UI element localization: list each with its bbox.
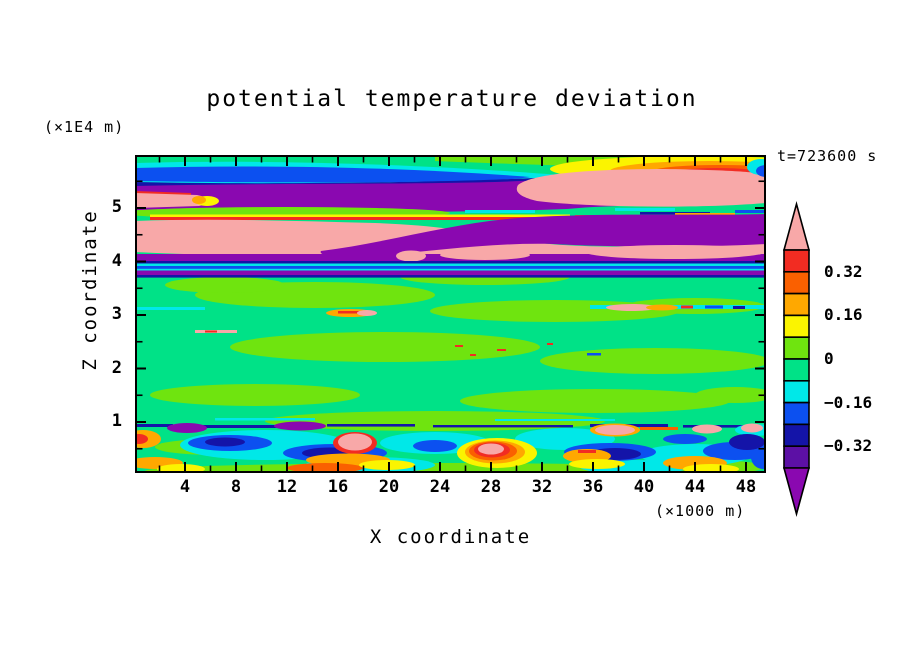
- x-tick-label: 44: [675, 477, 715, 497]
- x-tick-label: 20: [369, 477, 409, 497]
- upper-bands: [135, 155, 766, 278]
- colorbar: [778, 198, 824, 528]
- x-tick-label: 36: [573, 477, 613, 497]
- x-tick-label: 28: [471, 477, 511, 497]
- x-tick-label: 16: [318, 477, 358, 497]
- chart-title: potential temperature deviation: [0, 86, 904, 112]
- x-tick-label: 32: [522, 477, 562, 497]
- x-axis-title: X coordinate: [135, 526, 766, 548]
- colorbar-box: [784, 294, 809, 316]
- contour-plot: [135, 155, 766, 473]
- y-tick-label: 2: [94, 358, 122, 378]
- colorbar-box: [784, 446, 809, 468]
- y-tick-label: 4: [94, 251, 122, 271]
- colorbar-tick-label: 0.16: [824, 305, 894, 324]
- colorbar-box: [784, 315, 809, 337]
- colorbar-box: [784, 359, 809, 381]
- colorbar-tick-label: 0.32: [824, 262, 894, 281]
- x-axis-unit-label: (×1000 m): [655, 502, 745, 520]
- colorbar-tick-label: 0: [824, 349, 894, 368]
- y-tick-label: 1: [94, 411, 122, 431]
- x-tick-label: 8: [216, 477, 256, 497]
- colorbar-box: [784, 381, 809, 403]
- y-axis-title: Z coordinate: [79, 209, 101, 370]
- x-tick-label: 24: [420, 477, 460, 497]
- x-tick-label: 40: [624, 477, 664, 497]
- colorbar-box: [784, 337, 809, 359]
- x-tick-label: 4: [165, 477, 205, 497]
- figure-canvas: potential temperature deviation (×1E4 m)…: [0, 0, 904, 654]
- colorbar-tick-label: −0.32: [824, 436, 894, 455]
- x-tick-label: 12: [267, 477, 307, 497]
- y-tick-label: 3: [94, 304, 122, 324]
- y-axis-unit-label: (×1E4 m): [44, 118, 124, 136]
- colorbar-box: [784, 250, 809, 272]
- colorbar-under-arrow: [784, 468, 809, 514]
- x-tick-label: 48: [726, 477, 766, 497]
- colorbar-box: [784, 403, 809, 425]
- time-annotation: t=723600 s: [777, 147, 877, 165]
- colorbar-over-arrow: [784, 204, 809, 250]
- colorbar-box: [784, 424, 809, 446]
- colorbar-tick-label: −0.16: [824, 393, 894, 412]
- y-tick-label: 5: [94, 197, 122, 217]
- colorbar-box: [784, 272, 809, 294]
